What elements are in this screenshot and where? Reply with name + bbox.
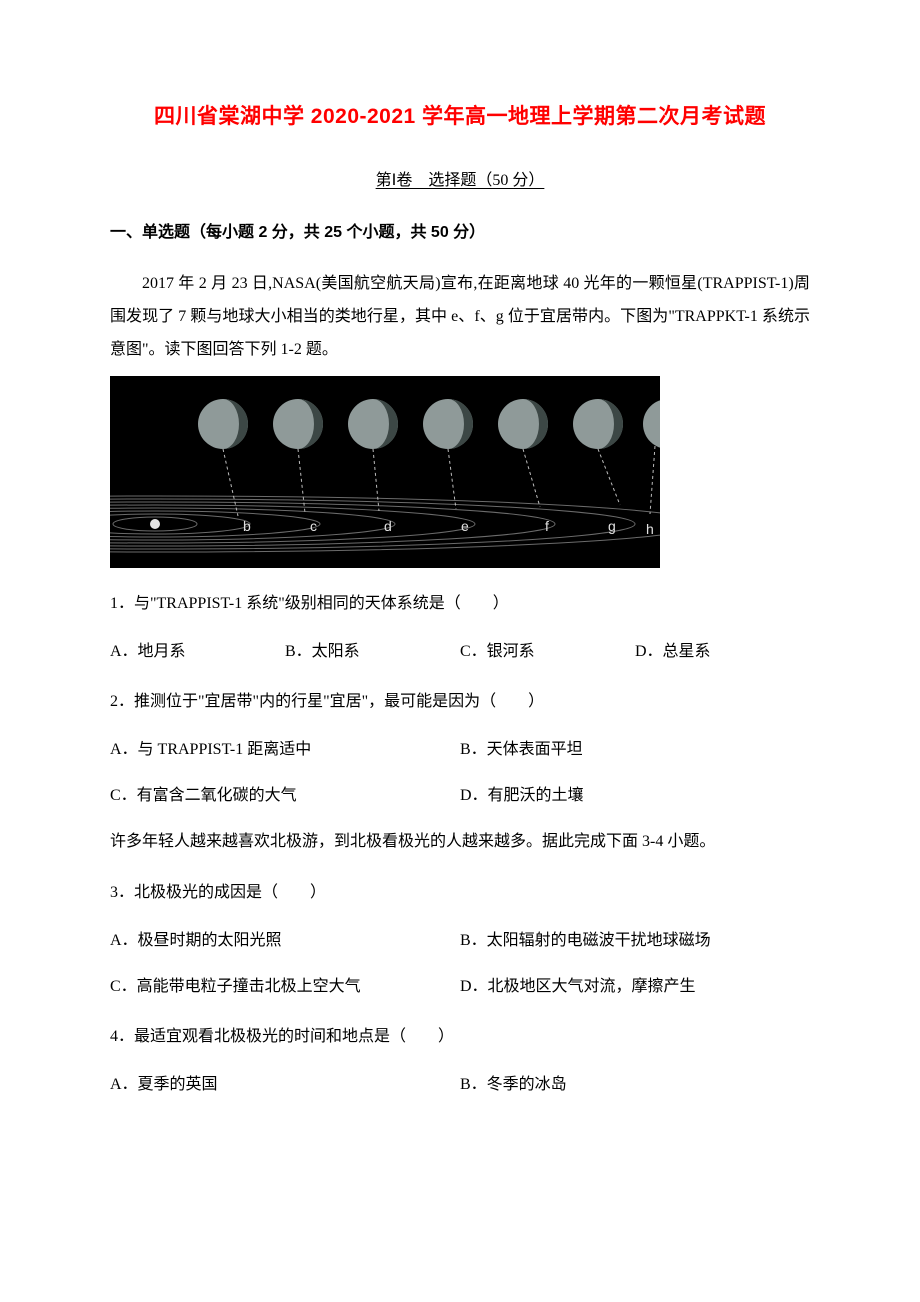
q1-opt-d: D．总星系 <box>635 636 810 668</box>
q1-opt-c: C．银河系 <box>460 636 635 668</box>
q2-stem: 2．推测位于"宜居带"内的行星"宜居"，最可能是因为（ ） <box>110 686 810 718</box>
orbit-label-e: e <box>461 518 469 534</box>
q2-opt-c: C．有富含二氧化碳的大气 <box>110 780 460 812</box>
page-title: 四川省棠湖中学 2020-2021 学年高一地理上学期第二次月考试题 <box>110 100 810 130</box>
section-subtitle: 第Ⅰ卷 选择题（50 分） <box>110 166 810 190</box>
q1-opt-b: B．太阳系 <box>285 636 460 668</box>
q4-opt-b: B．冬季的冰岛 <box>460 1069 810 1101</box>
orbit-label-c: c <box>310 518 317 534</box>
orbit-label-g: g <box>608 518 616 534</box>
q3-stem: 3．北极极光的成因是（ ） <box>110 877 810 909</box>
q2-opt-b: B．天体表面平坦 <box>460 734 810 766</box>
trappist-svg: b c d e f g h <box>110 376 660 568</box>
orbit-label-b: b <box>243 518 251 534</box>
q3-options-row1: A．极昼时期的太阳光照 B．太阳辐射的电磁波干扰地球磁场 <box>110 925 810 957</box>
figure-trappist: b c d e f g h <box>110 376 810 568</box>
orbit-label-h: h <box>646 521 654 537</box>
q3-options-row2: C．高能带电粒子撞击北极上空大气 D．北极地区大气对流，摩擦产生 <box>110 971 810 1003</box>
orbit-label-d: d <box>384 518 392 534</box>
q2-opt-d: D．有肥沃的土壤 <box>460 780 810 812</box>
q3-opt-d: D．北极地区大气对流，摩擦产生 <box>460 971 810 1003</box>
passage-1: 2017 年 2 月 23 日,NASA(美国航空航天局)宣布,在距离地球 40… <box>110 268 810 366</box>
q4-stem: 4．最适宜观看北极极光的时间和地点是（ ） <box>110 1021 810 1053</box>
q1-opt-a: A．地月系 <box>110 636 285 668</box>
q3-opt-a: A．极昼时期的太阳光照 <box>110 925 460 957</box>
passage-2: 许多年轻人越来越喜欢北极游，到北极看极光的人越来越多。据此完成下面 3-4 小题… <box>110 826 810 859</box>
q4-options-row1: A．夏季的英国 B．冬季的冰岛 <box>110 1069 810 1101</box>
q1-options: A．地月系 B．太阳系 C．银河系 D．总星系 <box>110 636 810 668</box>
q4-opt-a: A．夏季的英国 <box>110 1069 460 1101</box>
orbit-label-f: f <box>545 518 549 534</box>
q3-opt-c: C．高能带电粒子撞击北极上空大气 <box>110 971 460 1003</box>
q3-opt-b: B．太阳辐射的电磁波干扰地球磁场 <box>460 925 810 957</box>
q2-options-row2: C．有富含二氧化碳的大气 D．有肥沃的土壤 <box>110 780 810 812</box>
section-head: 一、单选题（每小题 2 分，共 25 个小题，共 50 分） <box>110 218 810 242</box>
q1-stem: 1．与"TRAPPIST-1 系统"级别相同的天体系统是（ ） <box>110 588 810 620</box>
q2-options-row1: A．与 TRAPPIST-1 距离适中 B．天体表面平坦 <box>110 734 810 766</box>
q2-opt-a: A．与 TRAPPIST-1 距离适中 <box>110 734 460 766</box>
exam-page: 四川省棠湖中学 2020-2021 学年高一地理上学期第二次月考试题 第Ⅰ卷 选… <box>0 0 920 1175</box>
